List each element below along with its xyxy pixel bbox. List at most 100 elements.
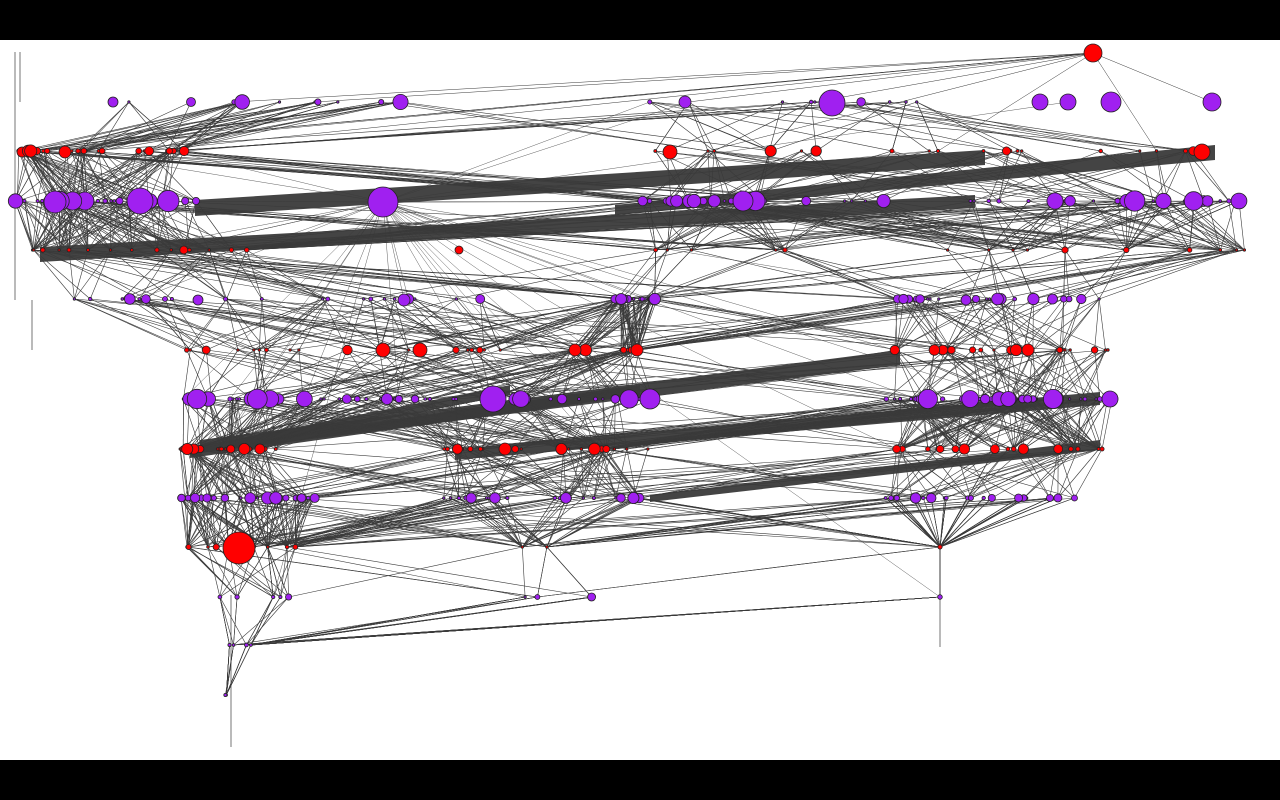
purple-node[interactable]	[341, 394, 352, 404]
red-node[interactable]	[928, 344, 941, 356]
purple-node[interactable]	[939, 396, 946, 402]
purple-node[interactable]	[112, 199, 117, 203]
purple-node[interactable]	[961, 390, 980, 408]
purple-node[interactable]	[102, 198, 108, 204]
purple-node[interactable]	[898, 293, 909, 305]
purple-node[interactable]	[309, 493, 320, 503]
purple-node[interactable]	[981, 495, 986, 501]
purple-node[interactable]	[296, 390, 313, 408]
red-node[interactable]	[185, 543, 192, 550]
red-node[interactable]	[511, 445, 520, 453]
red-node[interactable]	[646, 447, 650, 451]
red-node[interactable]	[188, 348, 192, 352]
purple-node[interactable]	[593, 396, 598, 402]
red-node[interactable]	[568, 343, 582, 357]
red-node[interactable]	[1098, 148, 1103, 154]
red-node[interactable]	[80, 147, 88, 155]
purple-node[interactable]	[475, 294, 486, 304]
purple-node[interactable]	[191, 196, 200, 205]
purple-node[interactable]	[972, 294, 981, 303]
purple-node[interactable]	[397, 293, 411, 307]
red-node[interactable]	[407, 348, 411, 352]
purple-node[interactable]	[368, 296, 374, 302]
purple-node[interactable]	[35, 199, 40, 203]
purple-node[interactable]	[888, 495, 894, 501]
red-node[interactable]	[588, 442, 601, 456]
red-node[interactable]	[169, 248, 173, 252]
red-node[interactable]	[927, 149, 931, 153]
red-node[interactable]	[1021, 343, 1035, 357]
red-node[interactable]	[799, 149, 804, 153]
red-node[interactable]	[1011, 446, 1017, 452]
purple-node[interactable]	[423, 397, 428, 401]
purple-node[interactable]	[394, 394, 403, 403]
purple-node[interactable]	[124, 293, 136, 305]
red-node[interactable]	[653, 247, 658, 253]
red-node[interactable]	[625, 447, 629, 451]
purple-node[interactable]	[883, 396, 889, 402]
purple-node[interactable]	[616, 493, 626, 503]
purple-node[interactable]	[1043, 388, 1064, 409]
red-node[interactable]	[1123, 246, 1130, 254]
purple-node[interactable]	[382, 297, 387, 301]
purple-node[interactable]	[1226, 198, 1232, 204]
red-node[interactable]	[179, 245, 189, 255]
red-node[interactable]	[238, 442, 251, 455]
red-node[interactable]	[476, 346, 484, 354]
purple-node[interactable]	[615, 293, 627, 305]
red-node[interactable]	[689, 248, 694, 252]
purple-node[interactable]	[921, 495, 926, 501]
purple-node[interactable]	[244, 642, 249, 648]
purple-node[interactable]	[43, 190, 67, 214]
red-node[interactable]	[810, 145, 822, 157]
red-node[interactable]	[154, 247, 160, 253]
purple-node[interactable]	[917, 388, 938, 409]
red-node[interactable]	[86, 248, 90, 252]
purple-node[interactable]	[162, 296, 168, 302]
purple-node[interactable]	[926, 297, 930, 301]
purple-node[interactable]	[181, 196, 190, 205]
purple-node[interactable]	[780, 100, 785, 104]
purple-node[interactable]	[556, 393, 568, 405]
purple-node[interactable]	[246, 388, 268, 410]
purple-node[interactable]	[192, 294, 204, 306]
purple-node[interactable]	[141, 294, 151, 304]
red-node[interactable]	[207, 248, 211, 252]
purple-node[interactable]	[996, 198, 1002, 204]
red-node[interactable]	[266, 545, 270, 549]
red-node[interactable]	[1061, 246, 1069, 254]
red-node[interactable]	[375, 342, 391, 358]
purple-node[interactable]	[587, 592, 596, 602]
purple-node[interactable]	[451, 397, 456, 401]
purple-node[interactable]	[968, 199, 973, 203]
red-node[interactable]	[945, 248, 950, 252]
purple-node[interactable]	[678, 95, 692, 109]
red-node[interactable]	[1096, 447, 1101, 451]
red-node[interactable]	[1138, 149, 1142, 153]
purple-node[interactable]	[1151, 199, 1155, 203]
red-node[interactable]	[1234, 248, 1239, 252]
purple-node[interactable]	[322, 397, 326, 401]
red-node[interactable]	[1009, 343, 1023, 357]
node-layer[interactable]	[7, 43, 1248, 698]
red-node[interactable]	[184, 347, 190, 353]
purple-node[interactable]	[560, 492, 572, 504]
purple-node[interactable]	[1094, 397, 1098, 401]
purple-node[interactable]	[378, 99, 385, 106]
red-node[interactable]	[284, 544, 290, 550]
purple-node[interactable]	[818, 89, 846, 117]
purple-node[interactable]	[686, 193, 702, 209]
purple-node[interactable]	[987, 297, 992, 301]
purple-node[interactable]	[863, 199, 868, 203]
red-node[interactable]	[978, 347, 984, 353]
red-node[interactable]	[1068, 348, 1072, 352]
red-node[interactable]	[467, 446, 474, 452]
red-node[interactable]	[958, 443, 971, 455]
red-node[interactable]	[889, 148, 895, 154]
purple-node[interactable]	[986, 198, 991, 204]
purple-node[interactable]	[639, 388, 661, 410]
red-node[interactable]	[57, 248, 61, 252]
purple-node[interactable]	[223, 296, 228, 302]
purple-node[interactable]	[1027, 292, 1040, 306]
red-node[interactable]	[1106, 348, 1110, 352]
